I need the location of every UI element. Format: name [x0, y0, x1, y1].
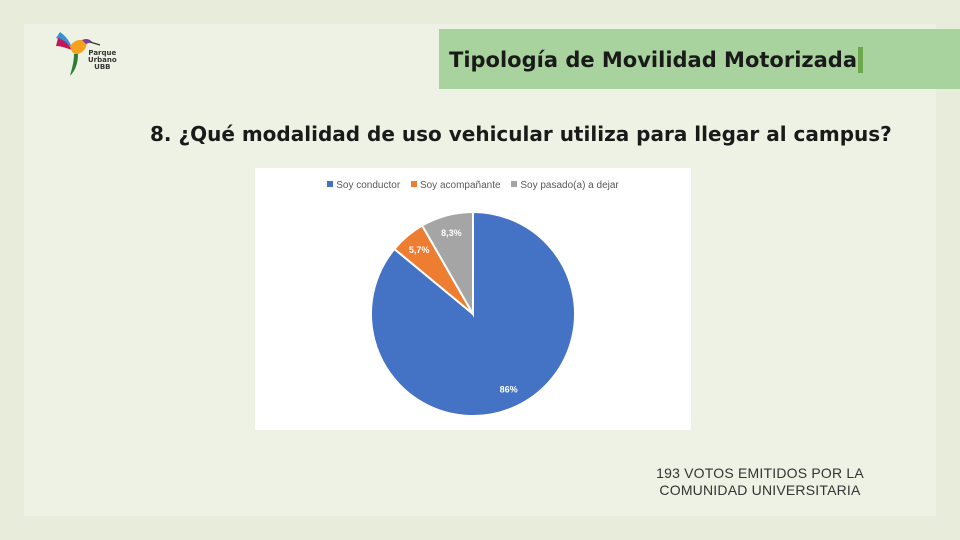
- legend-item: Soy acompañante: [410, 180, 501, 191]
- logo-text: Parque Urbano UBB: [88, 49, 117, 71]
- question-heading: 8. ¿Qué modalidad de uso vehicular utili…: [150, 122, 892, 146]
- pie-chart: 86% 5,7% 8,3%: [370, 210, 576, 417]
- legend-item: Soy conductor: [327, 180, 400, 191]
- chart-legend: Soy conductor Soy acompañante Soy pasado…: [255, 180, 691, 191]
- hummingbird-icon: [56, 32, 101, 76]
- chart-panel: Soy conductor Soy acompañante Soy pasado…: [255, 168, 691, 430]
- text-cursor-mark: [858, 47, 864, 73]
- hummingbird-logo: [52, 24, 132, 80]
- legend-swatch: [511, 181, 518, 187]
- data-label: 5,7%: [409, 245, 430, 255]
- title-bar: Tipología de Movilidad Motorizada: [439, 29, 960, 89]
- legend-item: Soy pasado(a) a dejar: [511, 180, 619, 191]
- legend-swatch: [410, 181, 417, 187]
- page-title: Tipología de Movilidad Motorizada: [449, 47, 864, 73]
- data-label: 8,3%: [441, 228, 462, 238]
- legend-swatch: [327, 181, 334, 187]
- pie-slice-soy-pasado-a-a-dejar: [420, 210, 474, 318]
- vote-count-note: 193 VOTOS EMITIDOS POR LA COMUNIDAD UNIV…: [656, 465, 864, 498]
- data-label: 86%: [500, 385, 518, 395]
